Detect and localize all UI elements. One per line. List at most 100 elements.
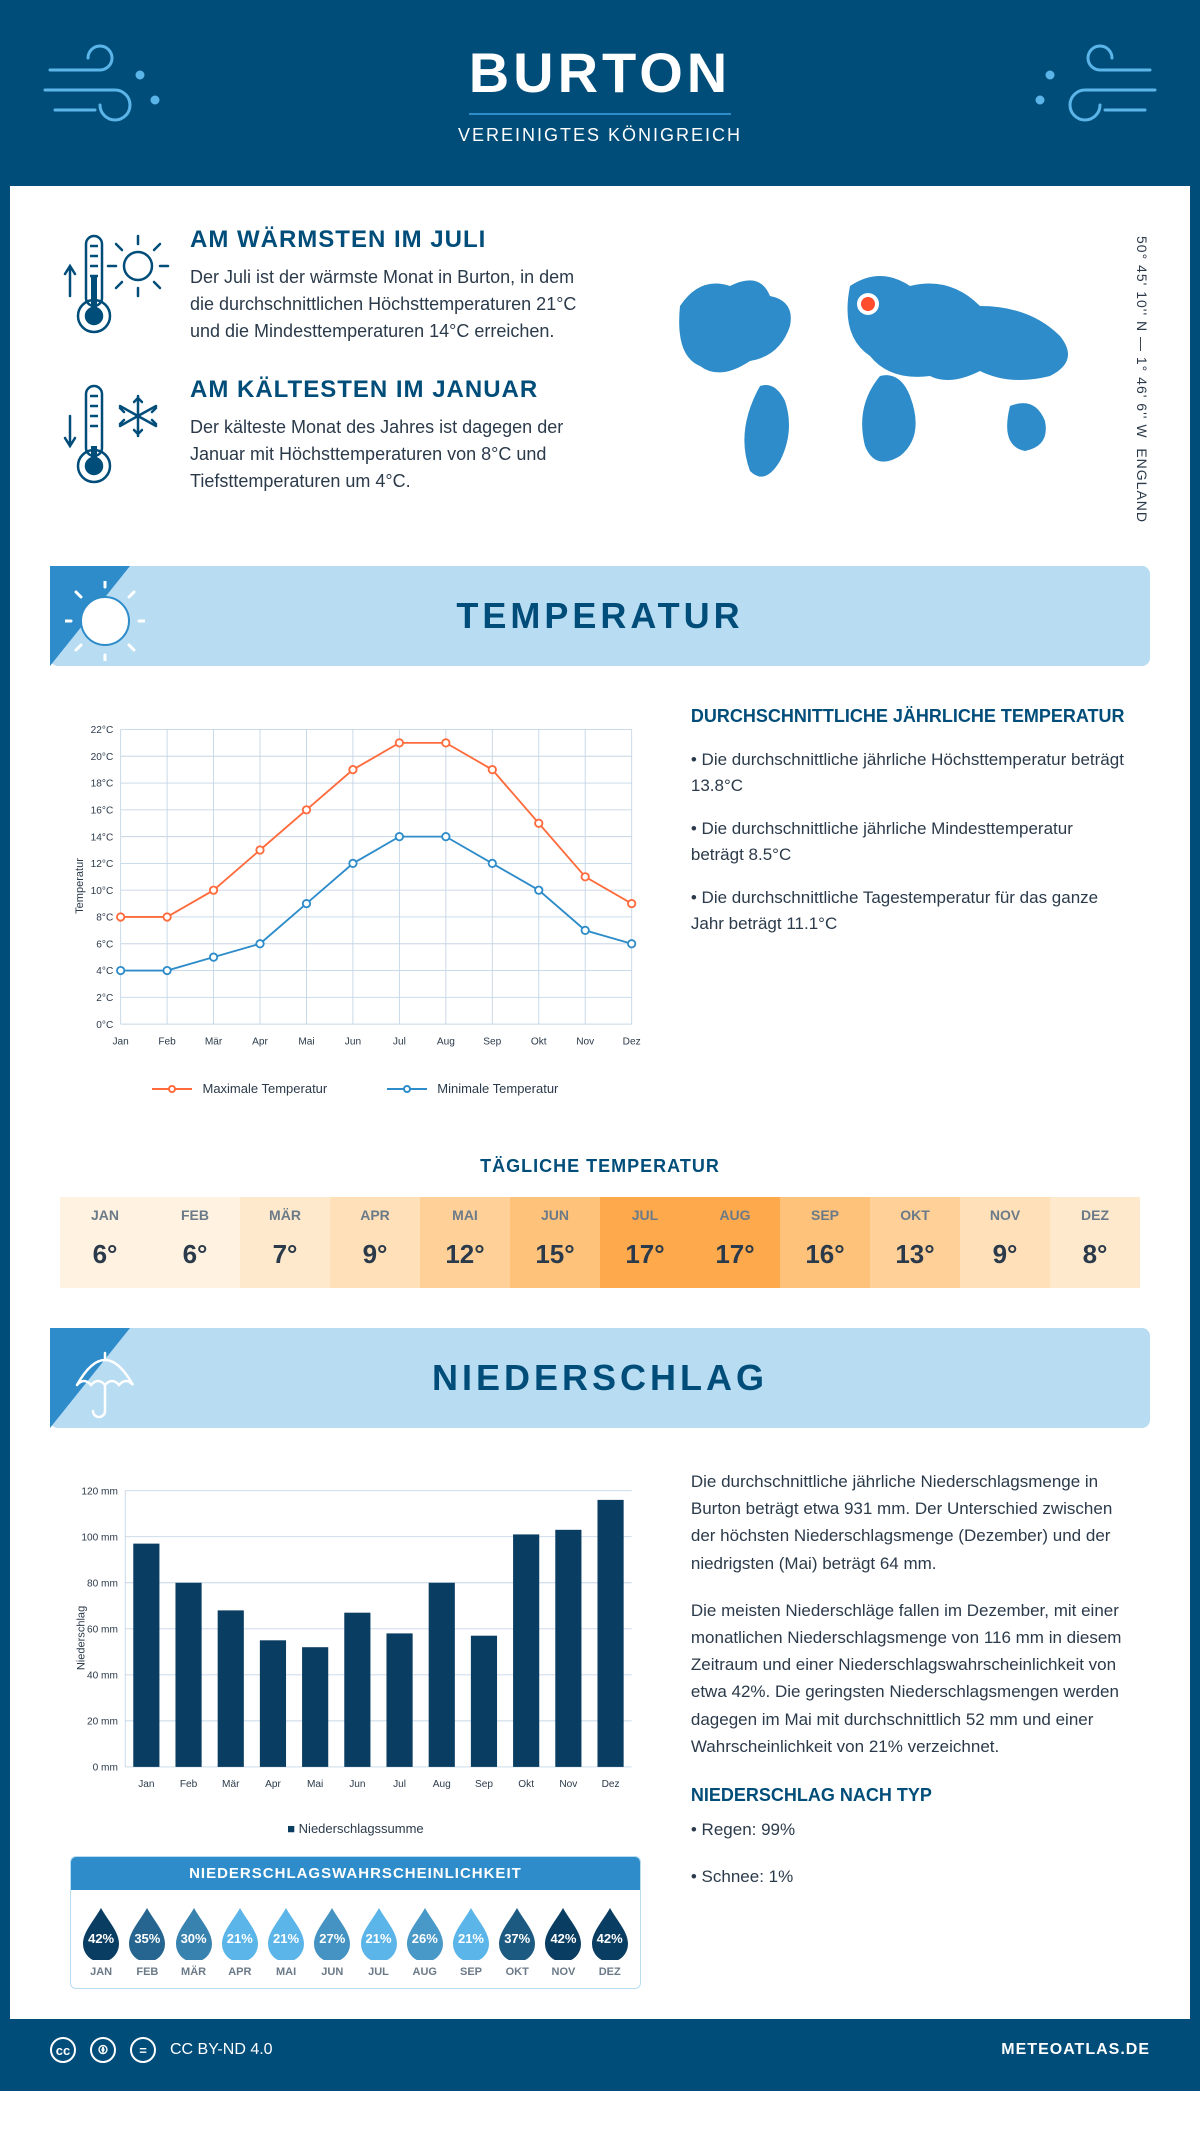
svg-text:8°C: 8°C [96, 913, 113, 924]
svg-text:14°C: 14°C [91, 832, 114, 843]
coldest-text: Der kälteste Monat des Jahres ist dagege… [190, 414, 580, 495]
svg-text:Apr: Apr [265, 1779, 281, 1790]
thermometer-sun-icon [60, 226, 170, 346]
probability-cell: 37%OKT [495, 1904, 539, 1978]
svg-text:Mai: Mai [298, 1036, 314, 1047]
temperature-section-bar: TEMPERATUR [50, 566, 1150, 666]
daily-temp-cell: NOV9° [960, 1197, 1050, 1288]
daily-temp-cell: SEP16° [780, 1197, 870, 1288]
temperature-heading: TEMPERATUR [456, 595, 743, 637]
svg-text:Nov: Nov [559, 1779, 578, 1790]
probability-panel: NIEDERSCHLAGSWAHRSCHEINLICHKEIT 42%JAN35… [70, 1856, 641, 1989]
svg-text:100 mm: 100 mm [81, 1532, 118, 1543]
probability-cell: 21%MAI [264, 1904, 308, 1978]
probability-cell: 26%AUG [403, 1904, 447, 1978]
probability-cell: 27%JUN [310, 1904, 354, 1978]
svg-text:Dez: Dez [602, 1779, 620, 1790]
svg-text:10°C: 10°C [91, 886, 114, 897]
svg-text:60 mm: 60 mm [87, 1624, 118, 1635]
daily-temp-row: JAN6°FEB6°MÄR7°APR9°MAI12°JUN15°JUL17°AU… [60, 1197, 1140, 1288]
temperature-chart: 0°C2°C4°C6°C8°C10°C12°C14°C16°C18°C20°C2… [70, 706, 641, 1096]
warmest-block: AM WÄRMSTEN IM JULI Der Juli ist der wär… [60, 226, 580, 346]
footer: cc 🅯 = CC BY-ND 4.0 METEOATLAS.DE [10, 2019, 1190, 2081]
probability-cell: 30%MÄR [171, 1904, 215, 1978]
svg-text:Sep: Sep [483, 1036, 501, 1047]
probability-title: NIEDERSCHLAGSWAHRSCHEINLICHKEIT [71, 1857, 640, 1890]
daily-temp-cell: FEB6° [150, 1197, 240, 1288]
precip-legend: Niederschlagssumme [70, 1821, 641, 1836]
svg-text:Jan: Jan [138, 1779, 154, 1790]
thermometer-snow-icon [60, 376, 170, 496]
wind-icon [1020, 40, 1160, 140]
svg-text:Feb: Feb [158, 1036, 176, 1047]
header: BURTON VEREINIGTES KÖNIGREICH [10, 10, 1190, 186]
by-icon: 🅯 [90, 2037, 116, 2063]
svg-text:0 mm: 0 mm [93, 1763, 118, 1774]
coordinates: 50° 45' 10'' N — 1° 46' 6'' W ENGLAND [1134, 236, 1150, 523]
svg-text:Niederschlag: Niederschlag [76, 1606, 88, 1670]
cc-icon: cc [50, 2037, 76, 2063]
svg-text:Temperatur: Temperatur [74, 858, 86, 914]
umbrella-icon [65, 1343, 145, 1423]
svg-text:Aug: Aug [433, 1779, 451, 1790]
license-text: CC BY-ND 4.0 [170, 2041, 273, 2059]
daily-temp-cell: JUL17° [600, 1197, 690, 1288]
coldest-title: AM KÄLTESTEN IM JANUAR [190, 376, 580, 404]
daily-temp-cell: JUN15° [510, 1197, 600, 1288]
probability-cell: 42%NOV [541, 1904, 585, 1978]
svg-text:0°C: 0°C [96, 1020, 113, 1031]
svg-text:Dez: Dez [623, 1036, 641, 1047]
svg-text:20 mm: 20 mm [87, 1717, 118, 1728]
warmest-text: Der Juli ist der wärmste Monat in Burton… [190, 264, 580, 345]
probability-cell: 21%SEP [449, 1904, 493, 1978]
precipitation-chart: 0 mm20 mm40 mm60 mm80 mm100 mm120 mmJanF… [70, 1468, 641, 1836]
probability-cell: 35%FEB [125, 1904, 169, 1978]
precipitation-section-bar: NIEDERSCHLAG [50, 1328, 1150, 1428]
wind-icon [40, 40, 180, 140]
svg-text:Okt: Okt [531, 1036, 547, 1047]
svg-text:Jul: Jul [393, 1779, 406, 1790]
svg-text:Aug: Aug [437, 1036, 455, 1047]
svg-text:18°C: 18°C [91, 779, 114, 790]
daily-temp-cell: APR9° [330, 1197, 420, 1288]
svg-text:2°C: 2°C [96, 993, 113, 1004]
svg-text:Sep: Sep [475, 1779, 493, 1790]
city-title: BURTON [469, 40, 732, 115]
svg-text:Mai: Mai [307, 1779, 323, 1790]
daily-temp-cell: DEZ8° [1050, 1197, 1140, 1288]
intro-section: AM WÄRMSTEN IM JULI Der Juli ist der wär… [10, 186, 1190, 556]
svg-text:16°C: 16°C [91, 806, 114, 817]
svg-text:120 mm: 120 mm [81, 1486, 118, 1497]
daily-temp-cell: OKT13° [870, 1197, 960, 1288]
temp-legend: Maximale Temperatur Minimale Temperatur [70, 1081, 641, 1096]
coldest-block: AM KÄLTESTEN IM JANUAR Der kälteste Mona… [60, 376, 580, 496]
svg-text:Jun: Jun [349, 1779, 365, 1790]
svg-text:80 mm: 80 mm [87, 1578, 118, 1589]
probability-cell: 21%JUL [356, 1904, 400, 1978]
daily-temp-title: TÄGLICHE TEMPERATUR [10, 1156, 1190, 1177]
svg-text:Mär: Mär [205, 1036, 223, 1047]
svg-text:Okt: Okt [518, 1779, 534, 1790]
daily-temp-cell: JAN6° [60, 1197, 150, 1288]
sun-icon [65, 581, 145, 661]
svg-text:Jan: Jan [112, 1036, 128, 1047]
daily-temp-cell: MÄR7° [240, 1197, 330, 1288]
world-map [620, 226, 1140, 506]
precipitation-text: Die durchschnittliche jährliche Niedersc… [691, 1468, 1130, 1989]
svg-text:6°C: 6°C [96, 939, 113, 950]
warmest-title: AM WÄRMSTEN IM JULI [190, 226, 580, 254]
svg-text:Jul: Jul [393, 1036, 406, 1047]
nd-icon: = [130, 2037, 156, 2063]
temperature-info: DURCHSCHNITTLICHE JÄHRLICHE TEMPERATUR •… [691, 706, 1130, 1096]
probability-cell: 21%APR [218, 1904, 262, 1978]
probability-cell: 42%JAN [79, 1904, 123, 1978]
svg-text:Apr: Apr [252, 1036, 268, 1047]
svg-text:40 mm: 40 mm [87, 1671, 118, 1682]
precipitation-heading: NIEDERSCHLAG [432, 1357, 768, 1399]
svg-text:22°C: 22°C [91, 725, 114, 736]
daily-temp-cell: AUG17° [690, 1197, 780, 1288]
country-subtitle: VEREINIGTES KÖNIGREICH [458, 125, 742, 146]
svg-text:12°C: 12°C [91, 859, 114, 870]
daily-temp-cell: MAI12° [420, 1197, 510, 1288]
svg-text:Nov: Nov [576, 1036, 595, 1047]
